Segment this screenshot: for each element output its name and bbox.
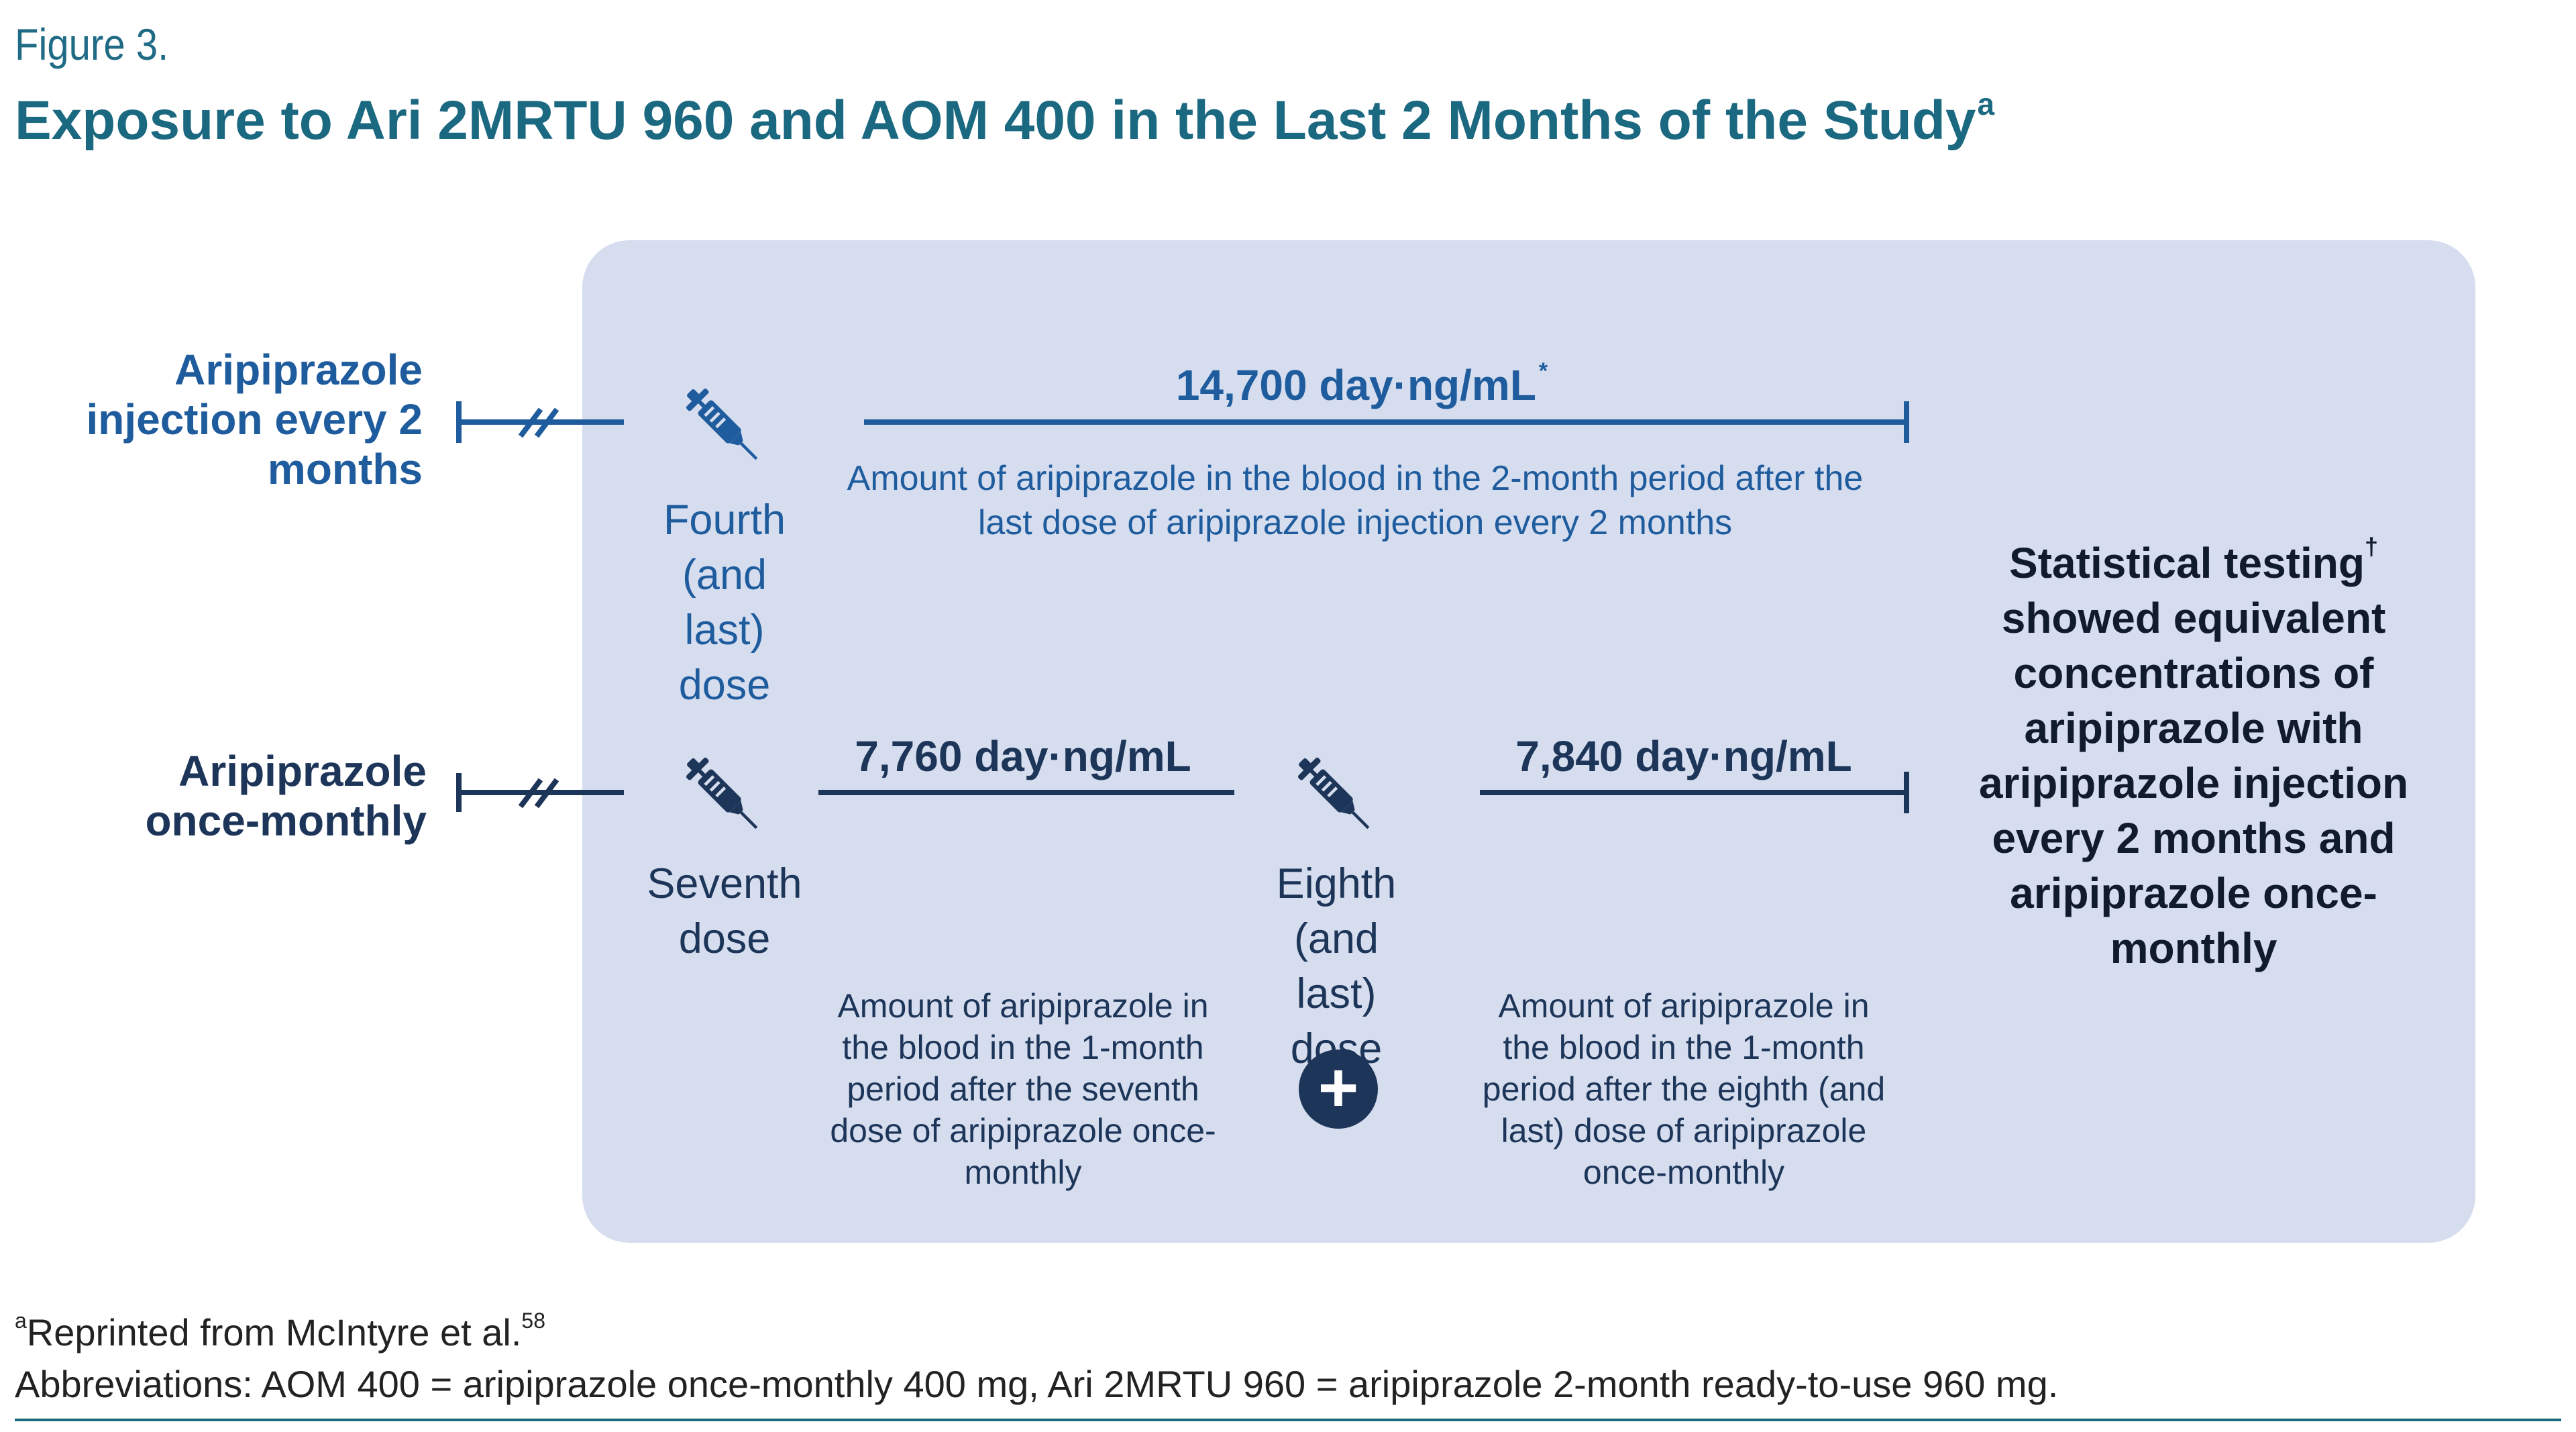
footnote-abbreviations: Abbreviations: AOM 400 = aripiprazole on…	[15, 1363, 2059, 1405]
row-label-two-month: Aripiprazole injection every 2 months	[86, 346, 423, 493]
footnote-ref-marker: a	[15, 1309, 27, 1333]
description-two-month: Amount of aripiprazole in the blood in t…	[818, 456, 1892, 545]
plus-icon: +	[1299, 1050, 1378, 1129]
title-footnote-marker: a	[1977, 87, 1995, 121]
syringe-icon	[1297, 757, 1370, 829]
auc-eighth-dose: 7,840 day·ng/mL	[1515, 732, 1852, 780]
footnote-reference: aReprinted from McIntyre et al.58	[15, 1309, 545, 1354]
description-eighth-dose: Amount of aripiprazole in the blood in t…	[1476, 985, 1892, 1193]
dose-label-eighth: Eighth (and last) dose	[1202, 856, 1470, 1076]
auc-two-month-value: 14,700 day·ng/mL	[1175, 361, 1536, 409]
plus-symbol: +	[1318, 1049, 1359, 1127]
figure-label: Figure 3.	[15, 19, 169, 69]
axis-break-icon	[518, 778, 559, 809]
footnote-ref-number: 58	[521, 1309, 545, 1333]
dose-label-seventh: Seventh dose	[590, 856, 859, 966]
figure-title: Exposure to Ari 2MRTU 960 and AOM 400 in…	[15, 86, 1994, 152]
syringe-icon	[686, 757, 758, 829]
dose-label-eighth-text: Eighth (and last) dose	[1276, 860, 1397, 1072]
auc-seventh-dose: 7,760 day·ng/mL	[855, 732, 1191, 780]
description-eighth-dose-text: Amount of aripiprazole in the blood in t…	[1482, 987, 1886, 1191]
figure-title-text: Exposure to Ari 2MRTU 960 and AOM 400 in…	[15, 90, 1976, 151]
description-seventh-dose-text: Amount of aripiprazole in the blood in t…	[830, 987, 1216, 1191]
row-label-once-monthly: Aripiprazole once-monthly	[145, 747, 427, 845]
description-seventh-dose: Amount of aripiprazole in the blood in t…	[818, 985, 1228, 1193]
conclusion-body: showed equivalent concentrations of arip…	[1978, 594, 2409, 972]
dose-label-fourth: Fourth (and last) dose	[590, 493, 859, 713]
axis-break-icon	[518, 407, 559, 438]
auc-footnote-marker: *	[1538, 358, 1548, 384]
description-two-month-text: Amount of aripiprazole in the blood in t…	[847, 459, 1864, 542]
footer-rule	[15, 1419, 2561, 1421]
conclusion-text: Statistical testing† showed equivalent c…	[1939, 519, 2449, 976]
auc-two-month: 14,700 day·ng/mL *	[1060, 358, 1664, 410]
footnote-ref-text: Reprinted from McIntyre et al.	[26, 1311, 522, 1353]
dose-label-seventh-text: Seventh dose	[647, 860, 802, 962]
conclusion-lead: Statistical testing	[2009, 539, 2365, 587]
syringe-icon	[686, 388, 758, 460]
dose-label-fourth-text: Fourth (and last) dose	[663, 497, 786, 709]
conclusion-footnote-marker: †	[2364, 533, 2378, 560]
diagram-panel	[582, 240, 2475, 1243]
